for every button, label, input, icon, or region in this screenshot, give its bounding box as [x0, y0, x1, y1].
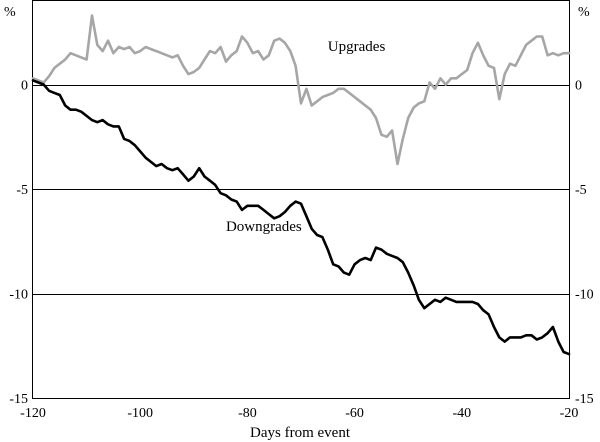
plot-frame [32, 0, 570, 399]
x-tick-label: -60 [345, 406, 364, 421]
y-tick-label-right: -15 [575, 392, 594, 407]
y-tick-label-right: -5 [575, 183, 587, 198]
x-tick-label: -120 [20, 406, 46, 421]
x-tick-label: -80 [238, 406, 257, 421]
downgrades-line [31, 79, 571, 356]
upgrades-line [31, 14, 571, 166]
y-tick-label-right: 0 [575, 79, 582, 94]
x-tick-label: -20 [560, 406, 579, 421]
y-tick-label-left: -15 [9, 392, 28, 407]
y-unit-left: % [4, 5, 16, 20]
gridlines [33, 85, 569, 295]
y-tick-label-left: 0 [21, 79, 28, 94]
x-tick-label: -40 [452, 406, 471, 421]
series-layer [31, 14, 571, 356]
y-unit-right: % [578, 5, 590, 20]
tick-labels: 0 0-5 -5-10 -10-15 -15-120 -100 -80 -60 -40 -20 [9, 79, 593, 421]
series-label: Downgrades [226, 219, 302, 235]
y-tick-label-left: -5 [16, 183, 28, 198]
series-label: Upgrades [328, 39, 386, 55]
x-tick-label: -100 [127, 406, 153, 421]
x-axis-label: Days from event [250, 425, 351, 441]
annotations: Upgrades Downgrades [226, 39, 385, 235]
y-tick-label-left: -10 [9, 288, 28, 303]
y-tick-label-right: -10 [575, 288, 594, 303]
